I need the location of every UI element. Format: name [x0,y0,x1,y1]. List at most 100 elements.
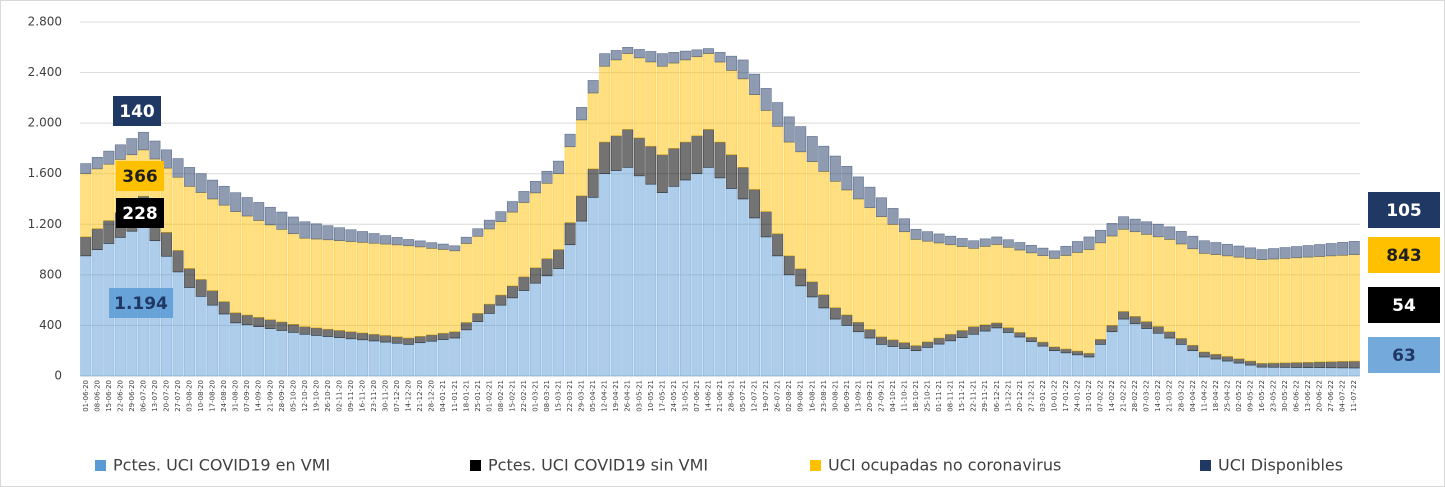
x-tick-label: 16-08-21 [808,380,816,412]
bar-segment [1302,362,1314,368]
bar-segment [1210,254,1222,355]
bar-segment [437,332,449,340]
bar-segment [841,189,853,316]
x-tick-label: 29-06-20 [128,380,136,412]
bar-segment [276,229,288,323]
bar-segment [299,221,311,239]
bar-segment [564,244,576,377]
x-tick-label: 03-05-21 [635,380,643,412]
x-tick-label: 27-12-21 [1027,380,1035,412]
y-tick-label: 2.400 [28,65,62,79]
bar-segment [1233,362,1245,377]
x-tick-label: 26-07-21 [774,380,782,412]
bar-segment [610,59,622,137]
x-tick-label: 06-12-21 [993,380,1001,412]
bar-segment [668,62,680,149]
bar-segment [149,140,161,160]
bar-segment [483,313,495,377]
bar-segment [633,57,645,139]
bar-segment [1025,244,1037,254]
bar-segment [218,313,230,377]
bar-segment [956,330,968,338]
bar-segment [495,211,507,223]
bar-segment [184,167,196,187]
bar-segment [875,216,887,338]
x-tick-label: 08-11-21 [947,380,955,412]
bar-segment [1256,249,1268,260]
bar-segment [1348,367,1360,377]
bar-segment [253,202,265,221]
bar-segment [253,317,265,327]
x-tick-label: 06-06-22 [1293,380,1301,412]
legend-swatch [470,460,481,471]
bar-segment [852,198,864,323]
bar-segment [760,110,772,212]
bar-segment [933,233,945,244]
bar-segment [1025,252,1037,338]
bar-segment [852,331,864,377]
bar-segment [818,145,830,172]
bar-segment [991,236,1003,245]
bar-segment [1198,351,1210,358]
bar-segment [772,233,784,257]
bar-segment [218,204,230,302]
label-box [113,96,161,126]
bar-segment [714,141,726,179]
bar-segment [1175,231,1187,245]
x-tick-label: 24-08-20 [220,380,228,412]
y-tick-label: 800 [39,267,62,281]
bar-segment [426,334,438,342]
bar-segment [1268,248,1280,260]
bar-segment [541,170,553,184]
x-tick-label: 13-09-21 [854,380,862,412]
x-tick-label: 13-12-21 [1004,380,1012,412]
bar-segment [1187,350,1199,377]
bar-segment [1152,326,1164,334]
legend-label: Pctes. UCI COVID19 sin VMI [488,456,708,475]
bar-segment [460,329,472,377]
bar-segment [241,314,253,326]
bar-segment [679,179,691,377]
bar-segment [1233,245,1245,258]
bar-segment [1314,367,1326,377]
bar-segment [310,335,322,377]
bar-segment [1348,360,1360,369]
bar-segment [264,328,276,377]
y-tick-label: 2.000 [28,116,62,130]
bar-segment [195,296,207,377]
label-box [116,198,164,228]
bar-segment [1244,258,1256,362]
bar-segment [160,232,172,257]
bar-segment [91,228,103,250]
x-tick-label: 07-12-20 [393,380,401,412]
bar-segment [1279,367,1291,377]
bar-segment [276,330,288,377]
x-tick-label: 11-01-21 [451,380,459,412]
bar-segment [1175,344,1187,377]
bar-segment [391,336,403,344]
bar-segment [483,219,495,230]
x-tick-label: 30-08-21 [831,380,839,412]
bar-segment [1014,249,1026,333]
bar-segment [599,65,611,143]
bar-segment [483,303,495,314]
bar-segment [80,255,92,377]
bar-segment [1025,337,1037,342]
bar-segment [241,215,253,316]
bar-segment [760,236,772,377]
bar-segment [495,294,507,306]
x-tick-label: 17-05-21 [658,380,666,412]
bar-segment [1187,248,1199,346]
x-tick-label: 05-10-20 [289,380,297,412]
bar-segment [956,238,968,247]
bar-segment [1095,339,1107,345]
bar-segment [103,163,115,221]
bar-segment [910,345,922,352]
value-label: 1.194 [114,294,168,314]
bar-segment [1325,255,1337,363]
bar-segment [1302,367,1314,377]
bar-segment [656,154,668,193]
bar-segment [287,233,299,325]
bar-segment [1244,360,1256,366]
